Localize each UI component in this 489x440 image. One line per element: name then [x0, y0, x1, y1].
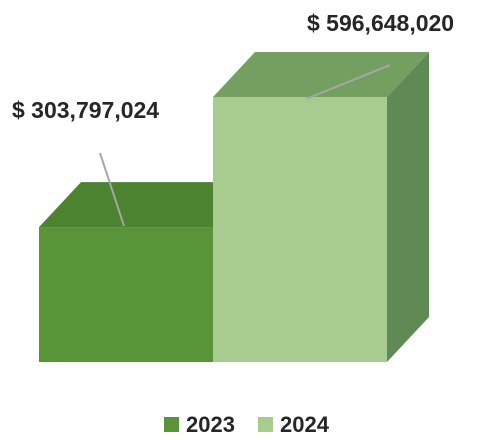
bars-layer — [39, 52, 429, 362]
leader-line-2023 — [99, 152, 125, 227]
bar-2023 — [39, 227, 213, 362]
bar-2023-top — [39, 182, 255, 228]
data-labels-layer: $ 303,797,024 $ 596,648,020 — [12, 10, 454, 227]
leader-line-2024 — [305, 64, 391, 100]
legend: 2023 2024 — [164, 412, 330, 437]
data-label-2023: $ 303,797,024 — [12, 97, 159, 123]
legend-swatch-2024 — [258, 417, 273, 432]
legend-label-2024: 2024 — [280, 412, 330, 437]
bar-2024-top — [213, 52, 429, 97]
bar-2024-side — [387, 52, 429, 362]
data-label-2024: $ 596,648,020 — [307, 10, 454, 36]
legend-swatch-2023 — [164, 417, 179, 432]
legend-label-2023: 2023 — [186, 412, 235, 437]
bar-2024 — [213, 97, 387, 362]
